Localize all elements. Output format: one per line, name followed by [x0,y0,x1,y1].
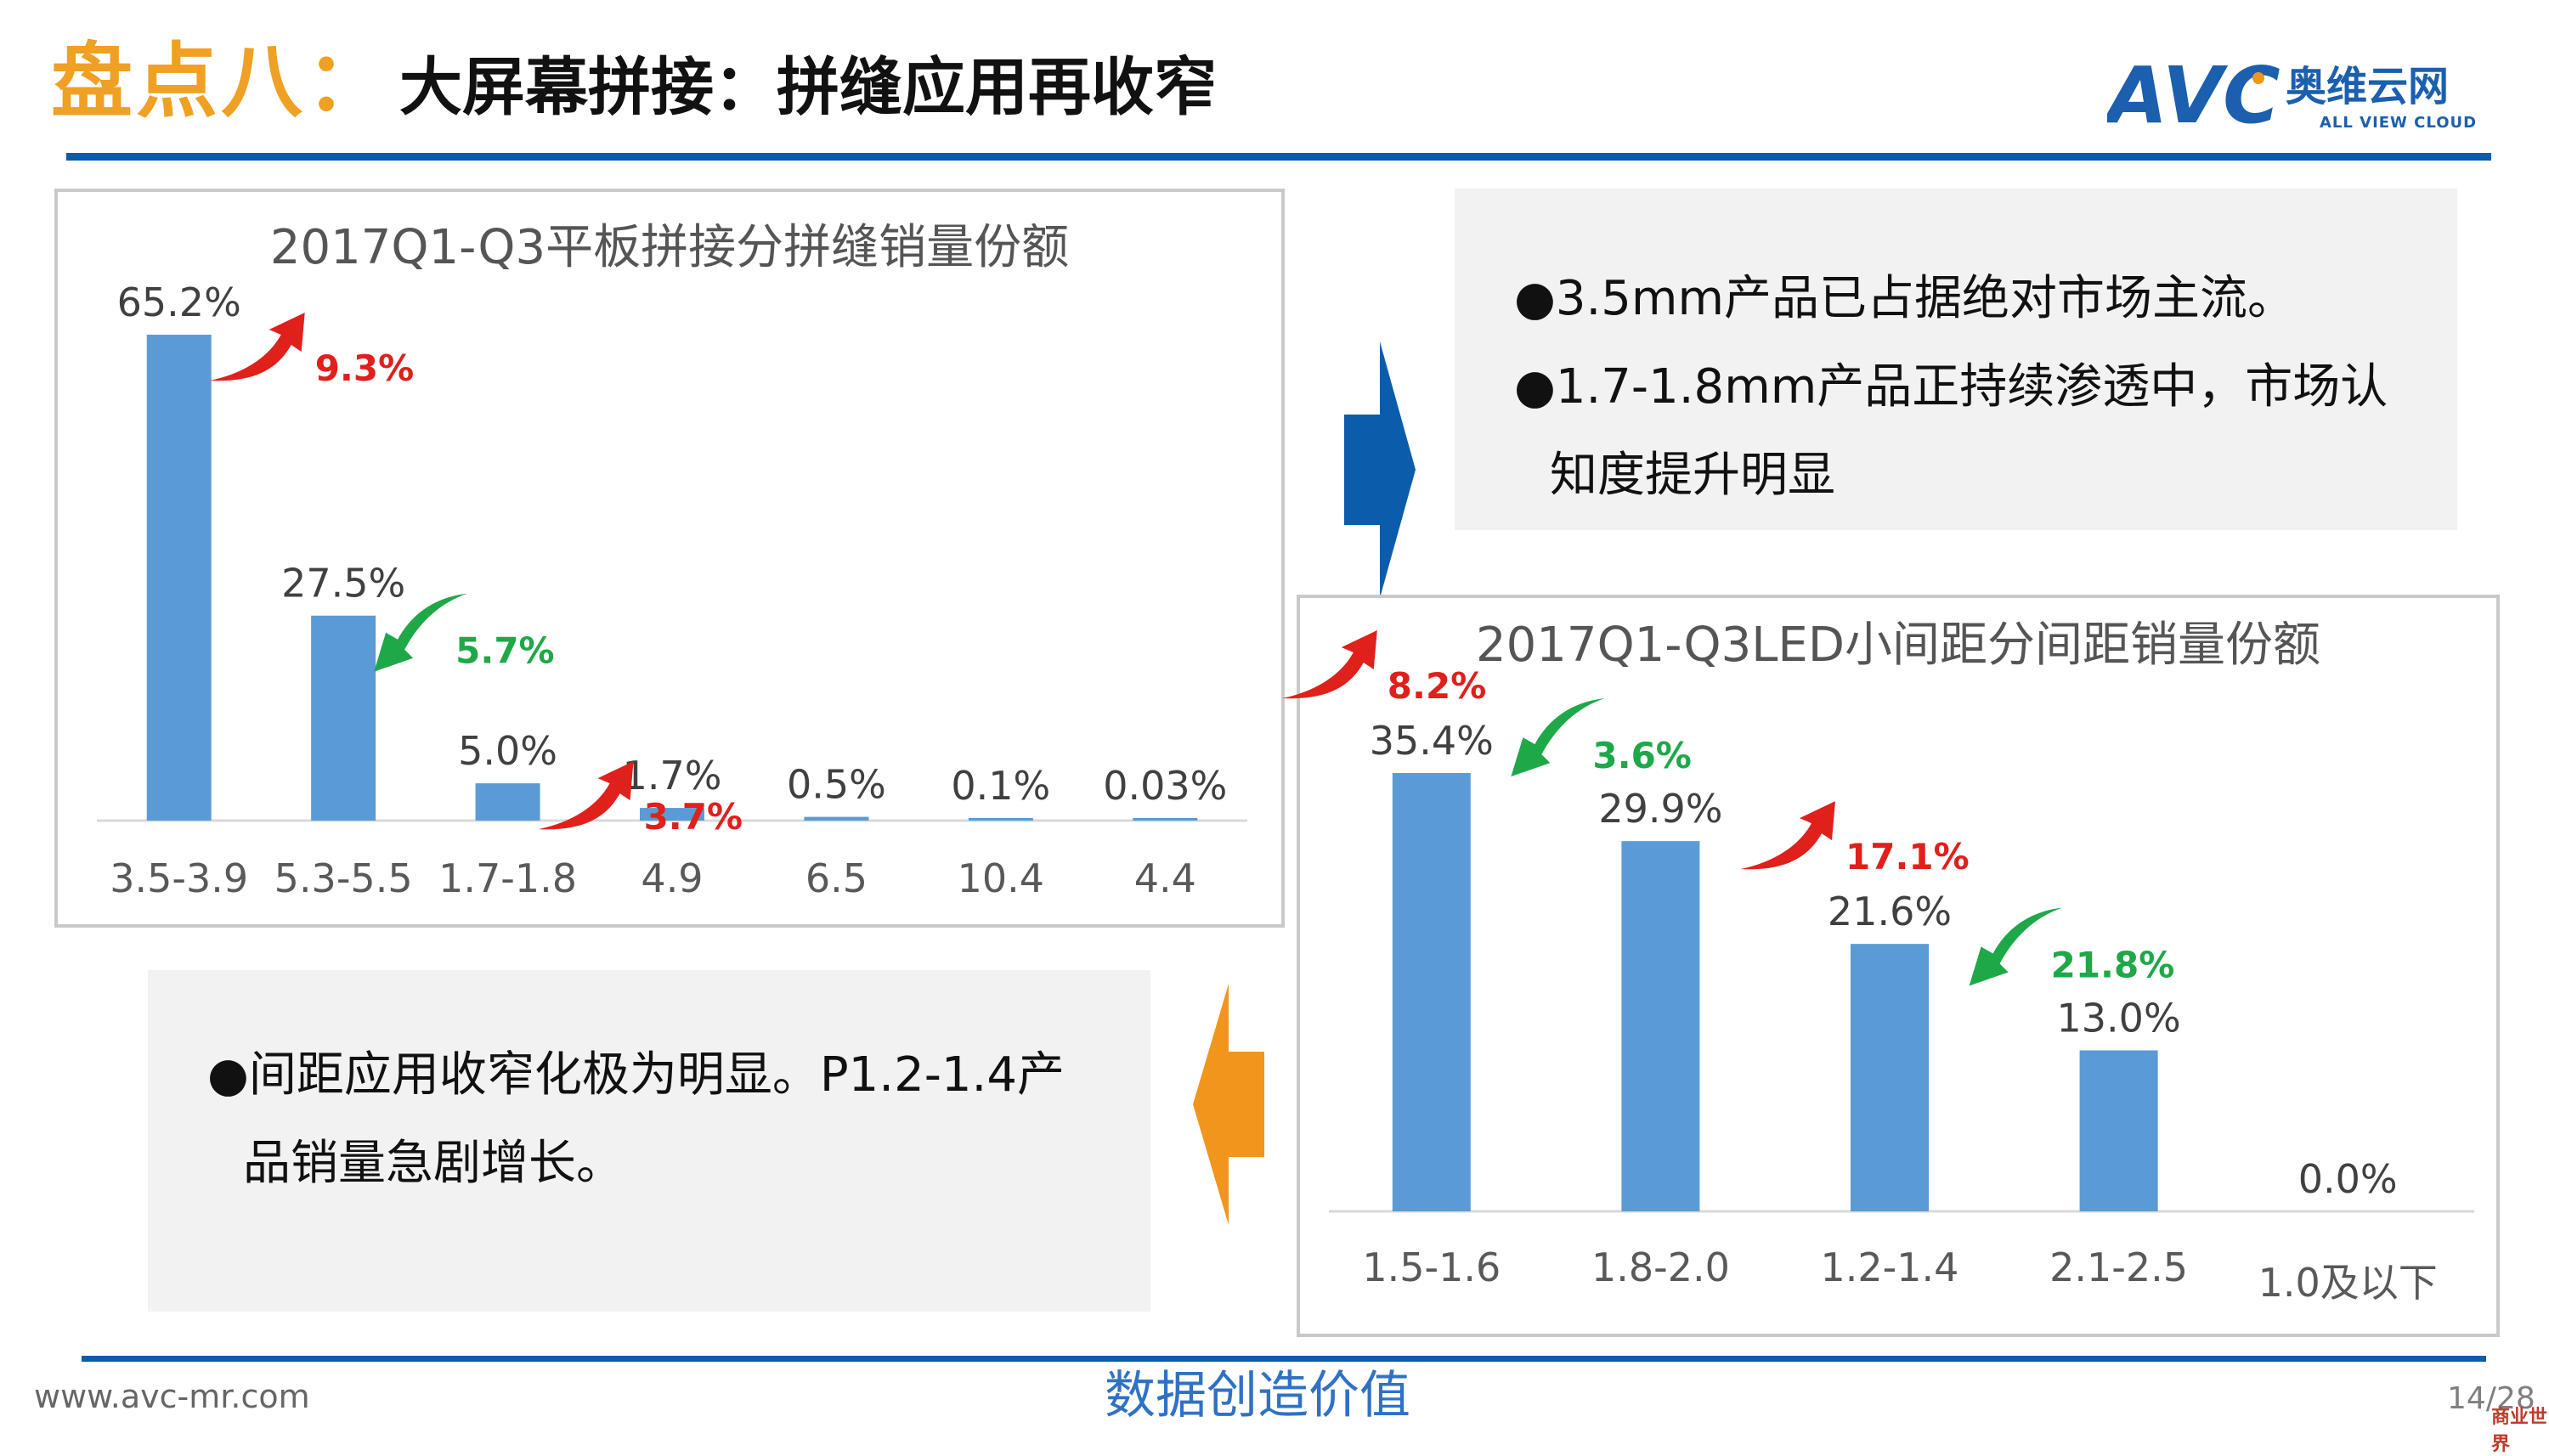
chart2-change-arrow-icon [1969,907,2063,986]
chart1-data-label: 0.5% [787,762,886,808]
chart1-data-label: 1.7% [623,753,722,799]
chart1-bar [640,808,704,821]
note-bottom: ●间距应用收窄化极为明显。P1.2-1.4产 品销量急剧增长。 [148,970,1150,1312]
note-top-line-1: ●3.5mm产品已占据绝对市场主流。 [1514,271,2296,326]
chart2-data-label: 13.0% [2057,996,2181,1041]
chart1-tick-label: 4.9 [641,855,703,901]
chart1-tick-label: 3.5-3.9 [110,855,248,901]
chart-flatpanel-share: 65.2% 3.5-3.9 27.5% 5.3-5.5 5.0% 1.7-1.8 1.7% 4… [97,279,1247,901]
chart1-data-label: 65.2% [117,279,241,325]
chart2-change-arrow-icon [1281,630,1377,699]
title-lead: 盘点八： [51,34,391,129]
chart1-change-label: 3.7% [644,796,743,838]
panel-chart-led: 2017Q1-Q3LED小间距分间距销量份额 35.4% 1.5-1.6 29.9%… [1281,595,2500,1337]
chart2-change-label: 8.2% [1388,665,1486,707]
chart-led-share: 35.4% 1.5-1.6 29.9% 1.8-2.0 21.6% 1.2-1.4 13.0… [1281,630,2474,1306]
chart1-tick-label: 10.4 [958,855,1044,901]
chart1-bar [475,783,540,821]
chart1-bar [1133,818,1198,821]
note-bottom-line-1: ●间距应用收窄化极为明显。P1.2-1.4产 [207,1047,1065,1103]
chart1-bar [968,818,1033,821]
chart2-data-label: 29.9% [1598,786,1722,832]
chart1-data-label: 0.03% [1103,763,1227,809]
header-rule [66,153,2491,161]
footer-rule [82,1356,2486,1362]
chart2-change-label: 21.8% [2051,945,2175,986]
footer-slogan: 数据创造价值 [1105,1366,1410,1425]
chart1-data-label: 5.0% [458,728,557,774]
chart2-bar [1851,944,1929,1211]
chart1-title: 2017Q1-Q3平板拼接分拼缝销量份额 [269,220,1070,275]
footer-url: www.avc-mr.com [34,1378,310,1415]
chart2-tick-label: 1.0及以下 [2258,1260,2438,1306]
avc-logo: AVC 奥维云网 ALL VIEW CLOUD [2107,53,2477,141]
chart2-data-label: 35.4% [1370,718,1494,764]
arrow-left-icon [1193,984,1264,1225]
chart1-tick-label: 1.7-1.8 [438,855,577,901]
chart1-bar [146,335,212,821]
logo-name-en: ALL VIEW CLOUD [2320,114,2477,132]
note-top: ●3.5mm产品已占据绝对市场主流。 ●1.7-1.8mm产品正持续渗透中，市场… [1455,189,2457,530]
chart2-bar [1621,841,1700,1211]
chart2-bar [1392,773,1471,1211]
chart2-tick-label: 1.8-2.0 [1591,1244,1730,1290]
chart2-change-arrow-icon [1511,698,1605,777]
chart1-tick-label: 6.5 [805,855,868,901]
chart1-change-label: 9.3% [315,347,414,389]
chart2-tick-label: 1.2-1.4 [1821,1244,1959,1290]
chart2-data-label: 0.0% [2298,1156,2398,1202]
arrow-right-icon [1344,341,1416,598]
page-number: 14/28 [2447,1381,2535,1416]
note-bottom-line-2: 品销量急剧增长。 [243,1136,624,1191]
chart1-change-label: 5.7% [455,630,554,672]
chart1-change-arrow-icon [538,761,634,830]
chart1-bar [804,816,869,821]
note-top-line-2: ●1.7-1.8mm产品正持续渗透中，市场认 [1514,359,2388,415]
chart2-bar [2079,1050,2158,1211]
page-title: 大屏幕拼接：拼缝应用再收窄 [399,51,1217,124]
logo-dot-icon [2252,72,2264,84]
chart1-data-label: 27.5% [281,561,405,607]
chart2-tick-label: 1.5-1.6 [1362,1244,1501,1290]
chart1-tick-label: 5.3-5.5 [274,855,413,901]
chart1-data-label: 0.1% [951,763,1050,809]
panel-chart-flatpanel: 2017Q1-Q3平板拼接分拼缝销量份额 65.2% 3.5-3.9 27.5% 5.… [54,189,1285,928]
chart1-tick-label: 4.4 [1134,855,1196,901]
chart1-change-arrow-icon [374,593,468,672]
corner-watermark: 商业世界 [2491,1407,2548,1455]
logo-mark: AVC [2107,53,2281,141]
chart2-tick-label: 2.1-2.5 [2049,1244,2188,1290]
chart2-change-arrow-icon [1740,801,1835,870]
chart2-change-label: 3.6% [1592,735,1691,776]
chart1-change-arrow-icon [209,313,305,381]
chart1-bar [311,615,376,821]
chart2-data-label: 21.6% [1828,889,1952,934]
logo-name-cn: 奥维云网 [2286,63,2449,110]
chart2-title: 2017Q1-Q3LED小间距分间距销量份额 [1476,618,2320,673]
chart2-change-label: 17.1% [1845,836,1970,878]
note-top-line-3: 知度提升明显 [1550,448,1835,503]
